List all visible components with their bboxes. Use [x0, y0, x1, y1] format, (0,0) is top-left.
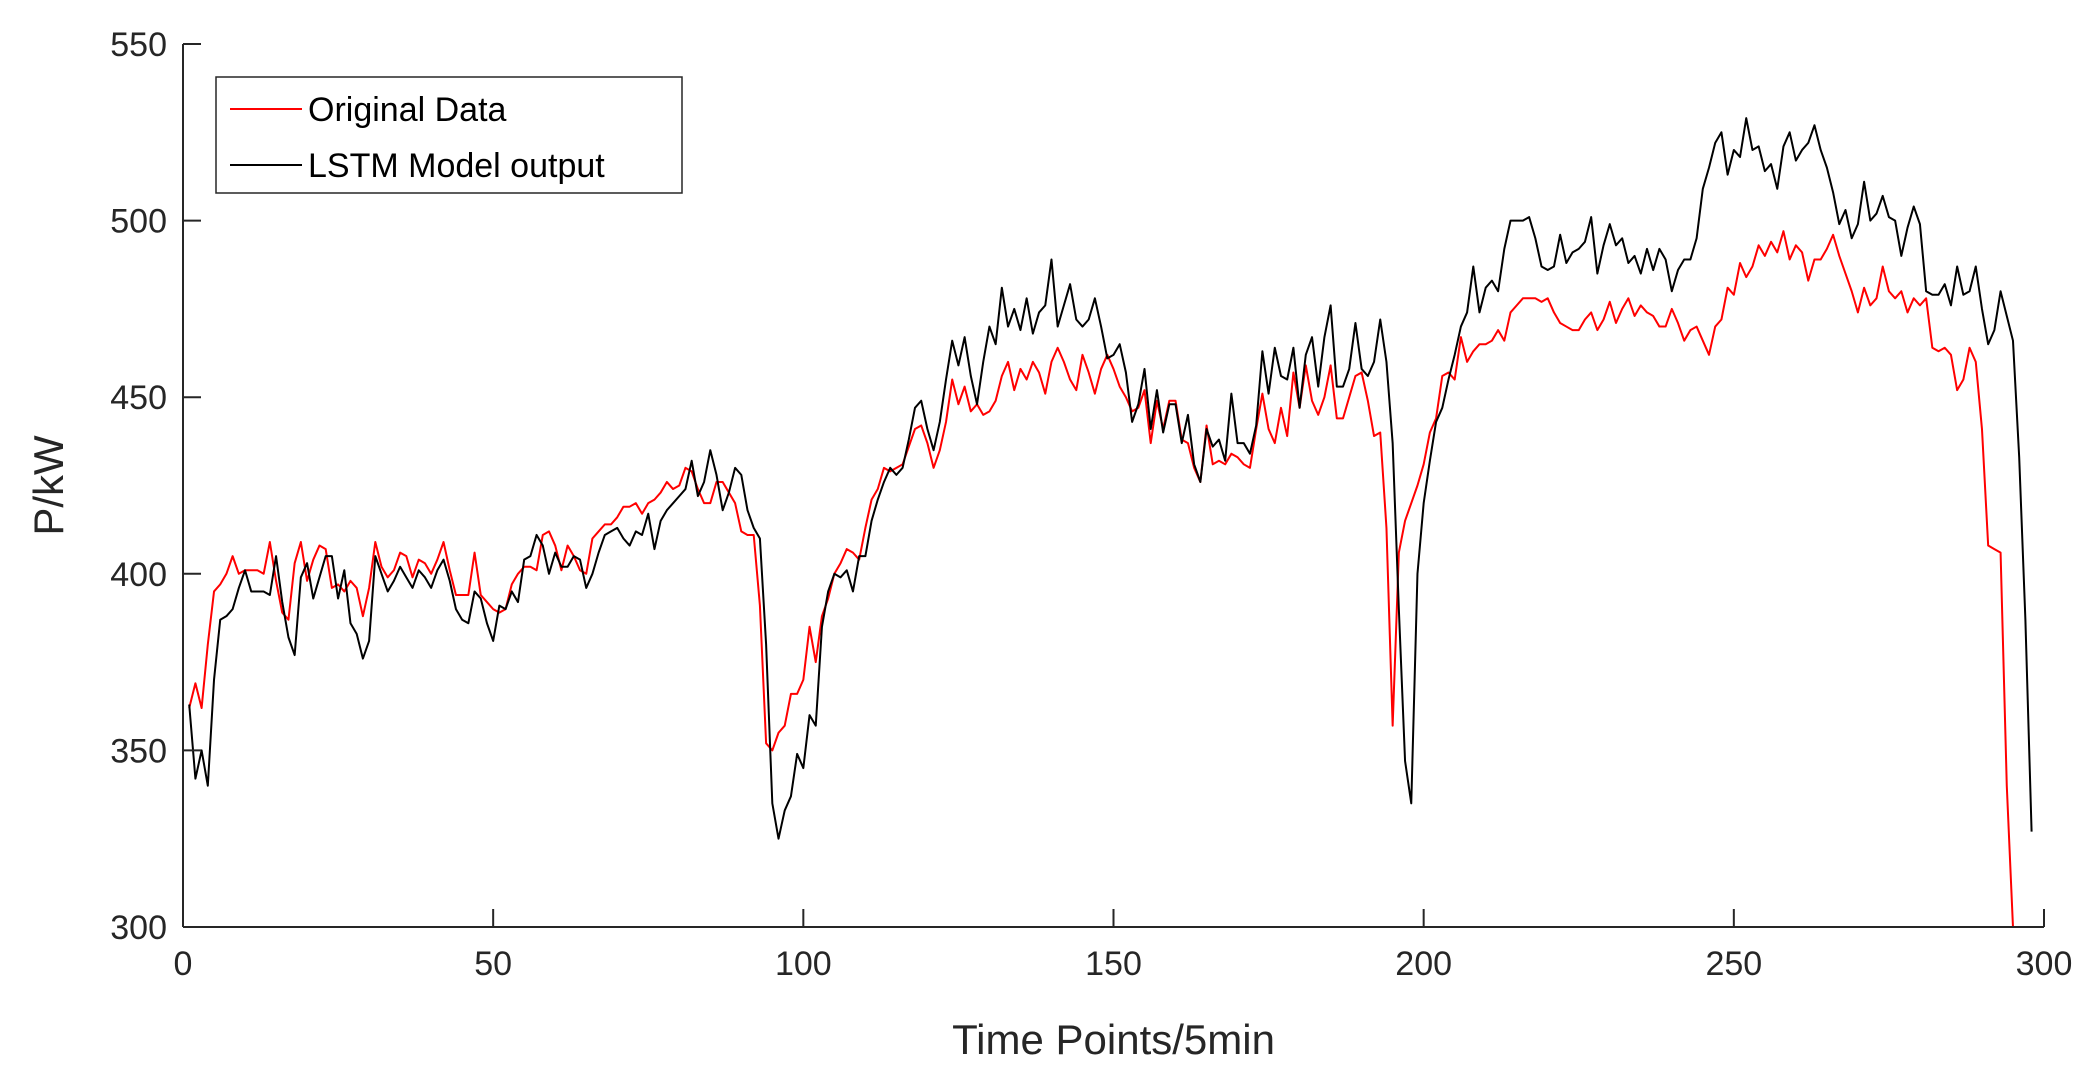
- series-layer: [188, 117, 2033, 928]
- legend-box: [215, 76, 683, 194]
- y-tick-label: 400: [110, 556, 167, 594]
- ticks-layer: 0 50 100 150 200 250 300 300 350 400 450 500 550: [110, 26, 2072, 983]
- x-tick-label: 0: [174, 945, 193, 983]
- y-tick-label: 450: [110, 379, 167, 417]
- x-tick-label: 50: [474, 945, 512, 983]
- x-tick-label: 300: [2016, 945, 2073, 983]
- x-tick-label: 250: [1705, 945, 1762, 983]
- x-axis-label: Time Points/5min: [952, 1016, 1275, 1063]
- x-tick-label: 100: [775, 945, 832, 983]
- series-line-original-data: [188, 230, 2014, 928]
- legend-label: Original Data: [308, 91, 507, 129]
- legend-label: LSTM Model output: [308, 147, 605, 185]
- y-axis-label: P/kW: [25, 435, 72, 536]
- series-line-lstm-model-output: [188, 117, 2033, 840]
- y-tick-label: 350: [110, 732, 167, 770]
- y-tick-label: 500: [110, 203, 167, 241]
- x-tick-label: 150: [1085, 945, 1142, 983]
- x-tick-label: 200: [1395, 945, 1452, 983]
- y-tick-label: 550: [110, 26, 167, 64]
- legend: Original Data LSTM Model output: [215, 76, 683, 194]
- y-tick-label: 300: [110, 909, 167, 947]
